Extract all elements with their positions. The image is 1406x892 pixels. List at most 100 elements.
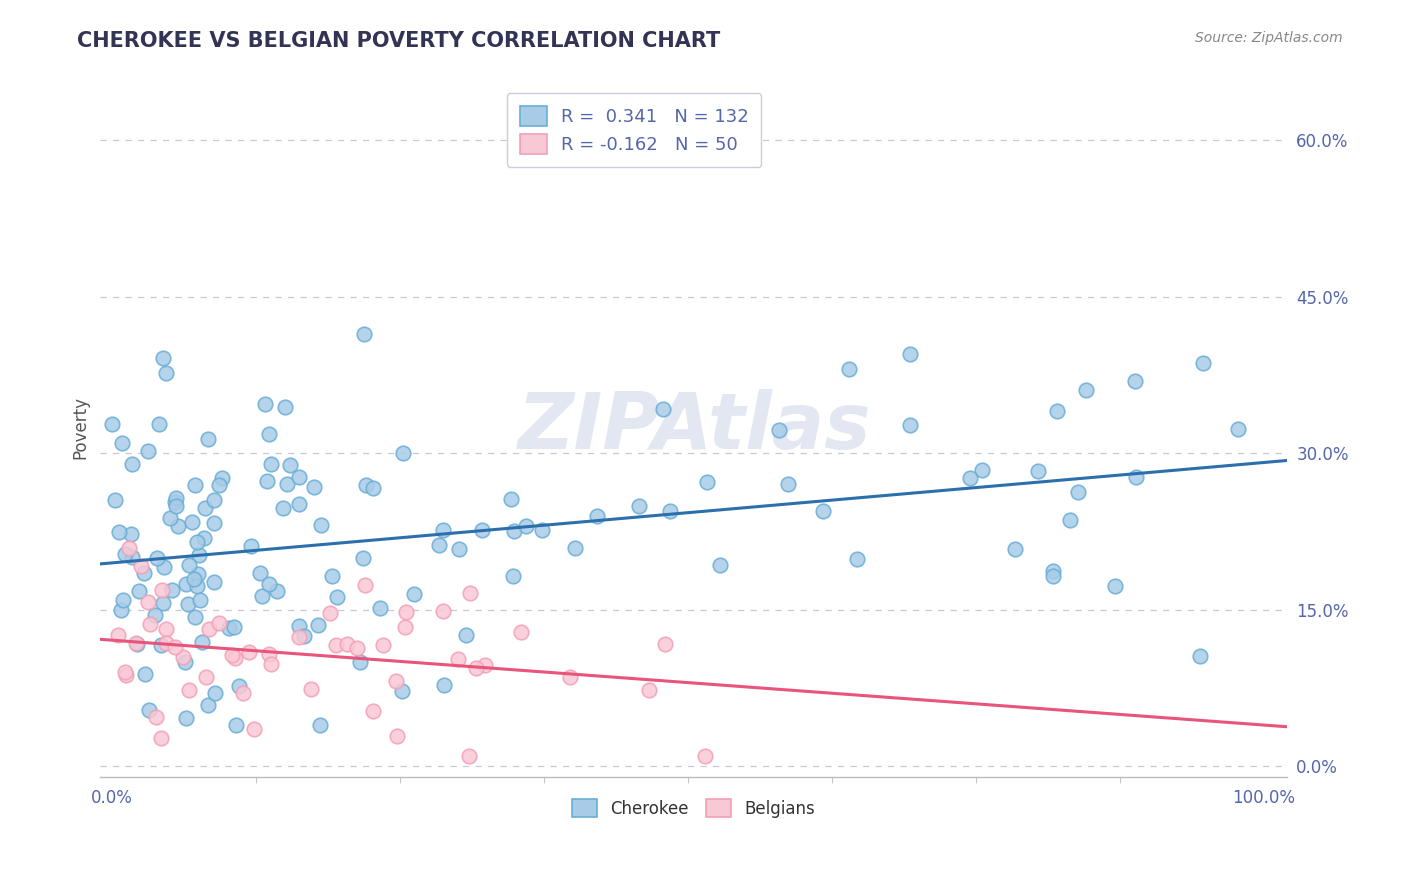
Point (183, 572, 205, 586)
Point (163, 640, 186, 654)
Point (152, 596, 174, 610)
Point (228, 679, 250, 693)
Point (134, 666, 156, 681)
Point (302, 480, 325, 494)
Point (778, 476, 800, 491)
Point (257, 577, 280, 591)
Point (846, 552, 869, 566)
Point (256, 474, 278, 488)
Point (132, 566, 155, 580)
Point (218, 622, 240, 636)
Point (184, 610, 207, 624)
Point (502, 524, 524, 538)
Point (232, 686, 254, 700)
Point (1125, 470, 1147, 484)
Point (471, 523, 494, 537)
Point (288, 497, 311, 511)
Point (194, 670, 217, 684)
Point (346, 641, 368, 656)
Point (224, 619, 246, 633)
Point (138, 703, 160, 717)
Point (427, 538, 450, 552)
Point (174, 711, 197, 725)
Point (260, 657, 283, 671)
Point (188, 548, 211, 562)
Point (465, 661, 488, 675)
Point (101, 417, 124, 432)
Point (239, 539, 262, 553)
Text: ZIPAtlas: ZIPAtlas (517, 389, 870, 465)
Point (354, 578, 377, 592)
Point (259, 457, 281, 471)
Point (326, 590, 349, 604)
Point (1192, 356, 1215, 370)
Point (319, 606, 342, 620)
Point (449, 541, 471, 556)
Point (696, 475, 718, 490)
Point (114, 667, 136, 681)
Text: Source: ZipAtlas.com: Source: ZipAtlas.com (1195, 31, 1343, 45)
Point (202, 493, 225, 508)
Point (288, 470, 311, 484)
Point (371, 638, 394, 652)
Point (1123, 374, 1146, 388)
Point (287, 630, 309, 644)
Point (250, 589, 273, 603)
Point (586, 508, 609, 523)
Point (287, 619, 309, 633)
Y-axis label: Poverty: Poverty (72, 396, 89, 458)
Point (457, 749, 479, 764)
Point (709, 558, 731, 573)
Point (128, 584, 150, 599)
Text: CHEROKEE VS BELGIAN POVERTY CORRELATION CHART: CHEROKEE VS BELGIAN POVERTY CORRELATION … (77, 31, 721, 51)
Point (238, 645, 260, 659)
Point (111, 436, 134, 450)
Point (204, 686, 226, 700)
Point (278, 458, 301, 472)
Point (1046, 404, 1069, 418)
Point (121, 550, 143, 565)
Point (180, 515, 202, 529)
Point (1189, 649, 1212, 664)
Point (160, 582, 183, 597)
Point (249, 566, 271, 580)
Point (174, 577, 197, 591)
Point (309, 717, 332, 731)
Point (150, 583, 173, 598)
Point (394, 620, 416, 634)
Point (1042, 569, 1064, 583)
Point (148, 417, 170, 431)
Point (336, 636, 359, 650)
Point (165, 491, 187, 506)
Point (259, 647, 281, 661)
Point (1004, 542, 1026, 557)
Point (693, 749, 716, 764)
Point (152, 351, 174, 365)
Point (349, 655, 371, 669)
Point (187, 566, 209, 581)
Point (564, 541, 586, 556)
Point (325, 638, 347, 652)
Point (186, 535, 208, 549)
Point (1074, 383, 1097, 397)
Point (368, 601, 391, 615)
Point (111, 593, 134, 607)
Point (299, 682, 322, 697)
Point (253, 397, 276, 411)
Point (188, 593, 211, 607)
Point (225, 717, 247, 731)
Point (276, 477, 298, 491)
Point (959, 470, 981, 484)
Legend: Cherokee, Belgians: Cherokee, Belgians (565, 792, 821, 824)
Point (307, 618, 329, 632)
Point (114, 547, 136, 561)
Point (361, 481, 384, 495)
Point (184, 477, 207, 491)
Point (224, 651, 246, 665)
Point (190, 635, 212, 649)
Point (1226, 422, 1249, 436)
Point (458, 585, 481, 599)
Point (197, 698, 219, 713)
Point (143, 607, 166, 622)
Point (356, 477, 378, 491)
